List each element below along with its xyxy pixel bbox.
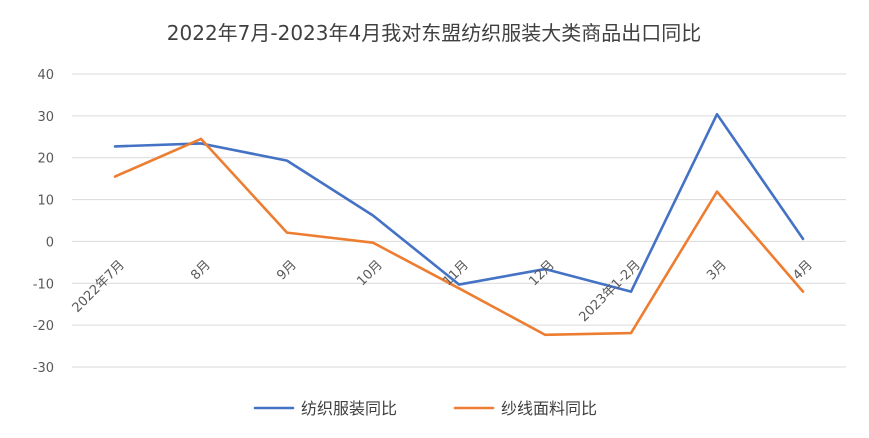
x-tick-label: 3月: [704, 258, 730, 284]
y-tick-label: 0: [46, 235, 54, 250]
x-tick-label: 11月: [440, 258, 471, 289]
x-tick-label: 8月: [188, 258, 214, 284]
x-tick-label: 12月: [526, 258, 557, 289]
series-line-2: [113, 137, 805, 337]
y-axis-ticks: 40 30 20 10 0 -10 -20 -30: [33, 68, 54, 376]
y-tick-label: 10: [37, 194, 54, 209]
y-tick-label: 30: [37, 110, 54, 125]
x-tick-label: 2023年1-2月: [576, 258, 643, 325]
y-tick-label: -10: [33, 277, 54, 292]
gridlines: [72, 73, 846, 368]
legend-label: 纺织服装同比: [301, 399, 397, 418]
series-lines: [113, 112, 805, 337]
legend: 纺织服装同比 纱线面料同比: [253, 399, 597, 418]
legend-label: 纱线面料同比: [501, 399, 597, 418]
x-axis-ticks: 2022年7月 8月 9月 10月 11月 12月 2023年1-2月 3月 4月: [70, 258, 816, 325]
y-tick-label: -30: [33, 361, 54, 376]
y-tick-label: 20: [37, 152, 54, 167]
y-tick-label: 40: [37, 68, 54, 83]
series-line-1: [113, 112, 805, 293]
x-tick-label: 2022年7月: [70, 258, 128, 316]
x-tick-label: 9月: [274, 258, 300, 284]
y-tick-label: -20: [33, 319, 54, 334]
x-tick-label: 10月: [354, 258, 385, 289]
chart-title: 2022年7月-2023年4月我对东盟纺织服装大类商品出口同比: [167, 21, 701, 45]
